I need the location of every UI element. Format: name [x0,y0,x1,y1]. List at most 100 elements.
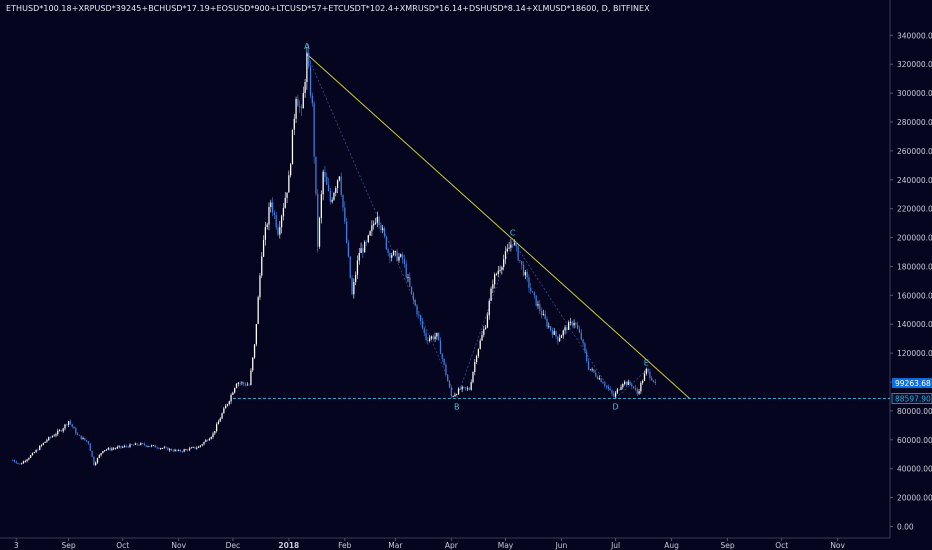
candle-body [252,358,253,371]
candle-body [341,177,342,195]
candle-body [187,449,188,450]
candle-body [261,257,262,276]
candle-body [301,107,302,109]
candle-body [433,336,434,339]
candle-body [530,288,531,291]
candle-body [102,451,103,453]
candle-body [339,177,340,181]
candle-body [348,243,349,257]
candle-body [308,53,309,67]
candle-body [144,444,145,445]
candle-body [30,455,31,458]
candle-body [431,336,432,338]
candle-body [232,393,233,395]
candle-body [225,406,226,409]
x-tick-label: Aug [664,541,679,550]
y-tick-label: 260000.00 [897,147,932,156]
candle-body [43,443,44,445]
candle-body [492,284,493,288]
candle-body [516,243,517,246]
candle-body [552,330,553,335]
candle-body [617,389,618,392]
candle-body [485,328,486,330]
candle-body [395,251,396,252]
candle-body [279,227,280,234]
candle-body [463,387,464,388]
candle-body [541,311,542,315]
candle-body [647,369,648,372]
candle-body [375,223,376,224]
candle-body [595,372,596,376]
y-tick-label: 20000.00 [897,494,932,503]
candle-body [313,103,314,156]
candle-body [216,424,217,431]
candle-body [487,315,488,327]
candle-body [517,246,518,260]
candle-body [276,215,277,228]
candle-body [333,193,334,200]
candle-body [272,202,273,212]
candle-body [532,291,533,292]
candle-body [640,383,641,391]
candle-body [129,444,130,447]
x-tick-label: Sep [720,541,734,550]
candle-body [454,395,455,397]
candle-body [198,447,199,448]
candle-body [288,175,289,192]
candle-body [61,430,62,431]
candle-body [429,338,430,340]
y-tick-label: 180000.00 [897,262,932,271]
candle-body [373,224,374,225]
candle-body [380,225,381,230]
y-tick-label: 140000.00 [897,320,932,329]
candle-body [613,393,614,396]
candle-body [480,341,481,349]
candle-body [590,369,591,370]
candle-body [342,195,343,208]
candle-body [153,445,154,446]
candle-body [424,328,425,333]
candle-body [66,424,67,425]
candle-body [615,393,616,397]
candle-body [72,424,73,427]
x-tick-label: May [498,541,514,550]
candle-body [277,227,278,234]
candle-body [303,93,304,108]
candle-body [259,275,260,297]
candle-body [63,428,64,431]
candle-body [317,194,318,247]
candle-body [306,53,307,82]
candle-body [604,384,605,386]
wave-path [307,54,646,398]
candle-body [402,254,403,259]
candle-body [200,445,201,446]
candle-body [384,228,385,236]
candle-body [378,217,379,225]
candle-body [407,277,408,278]
candle-body [458,388,459,394]
candle-body [16,462,17,463]
candle-body [68,421,69,425]
candle-body [568,322,569,330]
candle-body [328,185,329,191]
candle-body [34,452,35,453]
candle-body [404,259,405,264]
candle-body [582,339,583,343]
candle-body [528,277,529,287]
candle-body [28,458,29,460]
candle-body [323,172,324,194]
candle-body [321,194,322,218]
candle-body [359,253,360,261]
candle-body [236,384,237,388]
candle-body [527,272,528,278]
candle-body [420,315,421,321]
candle-body [512,245,513,246]
candle-body [377,217,378,223]
x-tick-label: Jul [610,541,620,550]
candle-body [84,438,85,440]
wave-label-a: A [304,42,310,51]
y-tick-label: 80000.00 [897,407,932,416]
candle-body [514,243,515,245]
